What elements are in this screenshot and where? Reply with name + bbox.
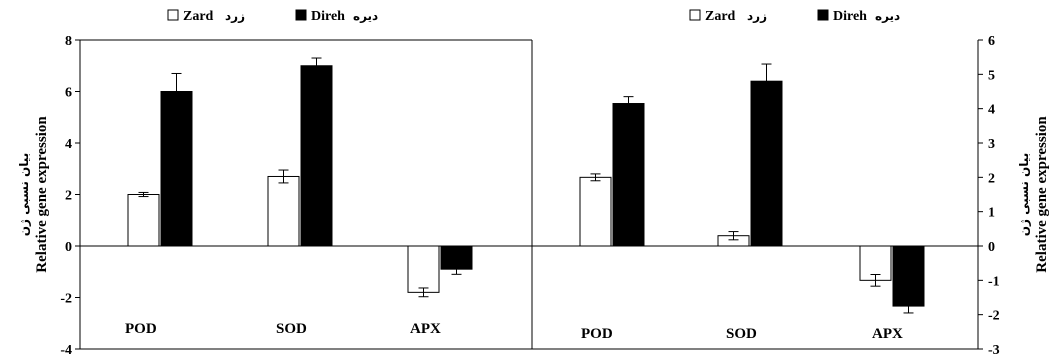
y-axis-label-persian: بیان نسبی ژن <box>17 153 31 236</box>
legend-swatch-direh <box>295 9 307 21</box>
category-label: POD <box>581 326 613 342</box>
y-tick-label: 4 <box>65 137 72 152</box>
legend-swatch-zard <box>167 9 179 21</box>
bar-zard-sod <box>267 175 300 247</box>
legend-label: Direh <box>311 9 345 24</box>
category-label: APX <box>872 326 903 342</box>
y-tick-label: 8 <box>65 34 72 49</box>
y-tick-label: 6 <box>65 86 72 101</box>
legend-label: Zard <box>183 9 214 24</box>
bar-zard-pod <box>579 176 612 247</box>
chart-panel-left: -4 -2 0 2 4 6 8 POD SOD APX Relative gene expressi… <box>17 9 532 356</box>
bar-direh-sod <box>750 80 783 247</box>
y-tick-label: 4 <box>988 103 995 118</box>
bar-direh-pod <box>160 91 193 247</box>
y-tick-label: 2 <box>65 189 72 204</box>
y-axis-label: Relative gene expression <box>1034 116 1050 273</box>
y-tick-label: -4 <box>60 343 72 356</box>
category-label: POD <box>125 321 157 337</box>
category-label: SOD <box>726 326 757 342</box>
bar-direh-pod <box>612 103 645 247</box>
legend: Zard زرد Direh دیره <box>167 9 378 24</box>
y-tick-label: -2 <box>988 309 1000 324</box>
y-axis-label: Relative gene expression <box>34 116 50 273</box>
legend-label-persian: دیره <box>875 9 900 23</box>
legend-label-persian: دیره <box>353 9 378 23</box>
y-tick-label: 3 <box>988 137 995 152</box>
bar-zard-apx <box>407 245 440 293</box>
y-tick-label: -1 <box>988 274 1000 289</box>
legend-swatch-direh <box>817 9 829 21</box>
legend-label-persian: زرد <box>225 9 245 23</box>
y-tick-label: 5 <box>988 68 995 83</box>
y-axis-label-persian: بیان نسبی ژن <box>1017 153 1031 236</box>
legend: Zard زرد Direh دیره <box>689 9 900 24</box>
y-tick-label: -2 <box>60 292 72 307</box>
y-tick-label: 6 <box>988 34 995 49</box>
legend-label: Zard <box>705 9 736 24</box>
legend-label-persian: زرد <box>747 9 767 23</box>
y-tick-label: -3 <box>988 343 1000 356</box>
y-tick-label: 0 <box>65 240 72 255</box>
category-label: APX <box>410 321 441 337</box>
legend-label: Direh <box>833 9 867 24</box>
chart-panel-right: -3 -2 -1 0 1 2 3 4 5 6 POD SOD APX Relative gene expr… <box>532 9 1050 356</box>
category-label: SOD <box>276 321 307 337</box>
bar-zard-pod <box>127 194 160 247</box>
y-tick-label: 1 <box>988 206 995 221</box>
bar-direh-apx <box>892 245 925 307</box>
bar-direh-sod <box>300 65 333 247</box>
legend-swatch-zard <box>689 9 701 21</box>
y-tick-label: 2 <box>988 171 995 186</box>
y-tick-label: 0 <box>988 240 995 255</box>
